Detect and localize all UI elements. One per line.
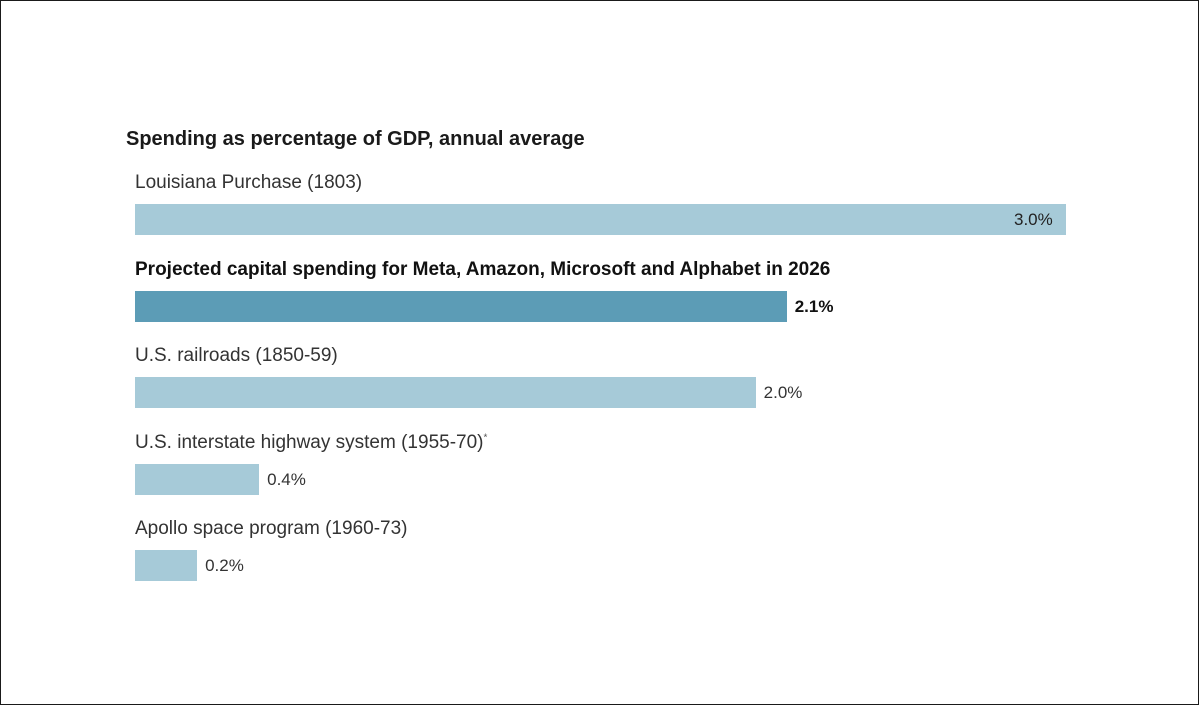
category-label: Louisiana Purchase (1803)	[135, 172, 363, 193]
value-label: 2.0%	[763, 383, 803, 402]
footnote-mark: *	[483, 432, 488, 444]
category-label: U.S. interstate highway system (1955-70)…	[135, 431, 488, 453]
bar	[135, 377, 756, 408]
value-label: 0.2%	[205, 556, 244, 575]
category-label: U.S. railroads (1850-59)	[135, 345, 338, 366]
bar	[135, 550, 198, 581]
value-label: 2.1%	[794, 296, 834, 316]
value-label: 0.4%	[267, 469, 306, 489]
bar	[135, 204, 1066, 235]
category-label: Apollo space program (1960-73)	[135, 518, 408, 539]
bar	[135, 463, 260, 495]
value-label: 3.0%	[1014, 210, 1053, 229]
category-label: Projected capital spending for Meta, Ama…	[135, 258, 831, 280]
bar	[135, 290, 787, 322]
chart-title: Spending as percentage of GDP, annual av…	[126, 128, 585, 150]
